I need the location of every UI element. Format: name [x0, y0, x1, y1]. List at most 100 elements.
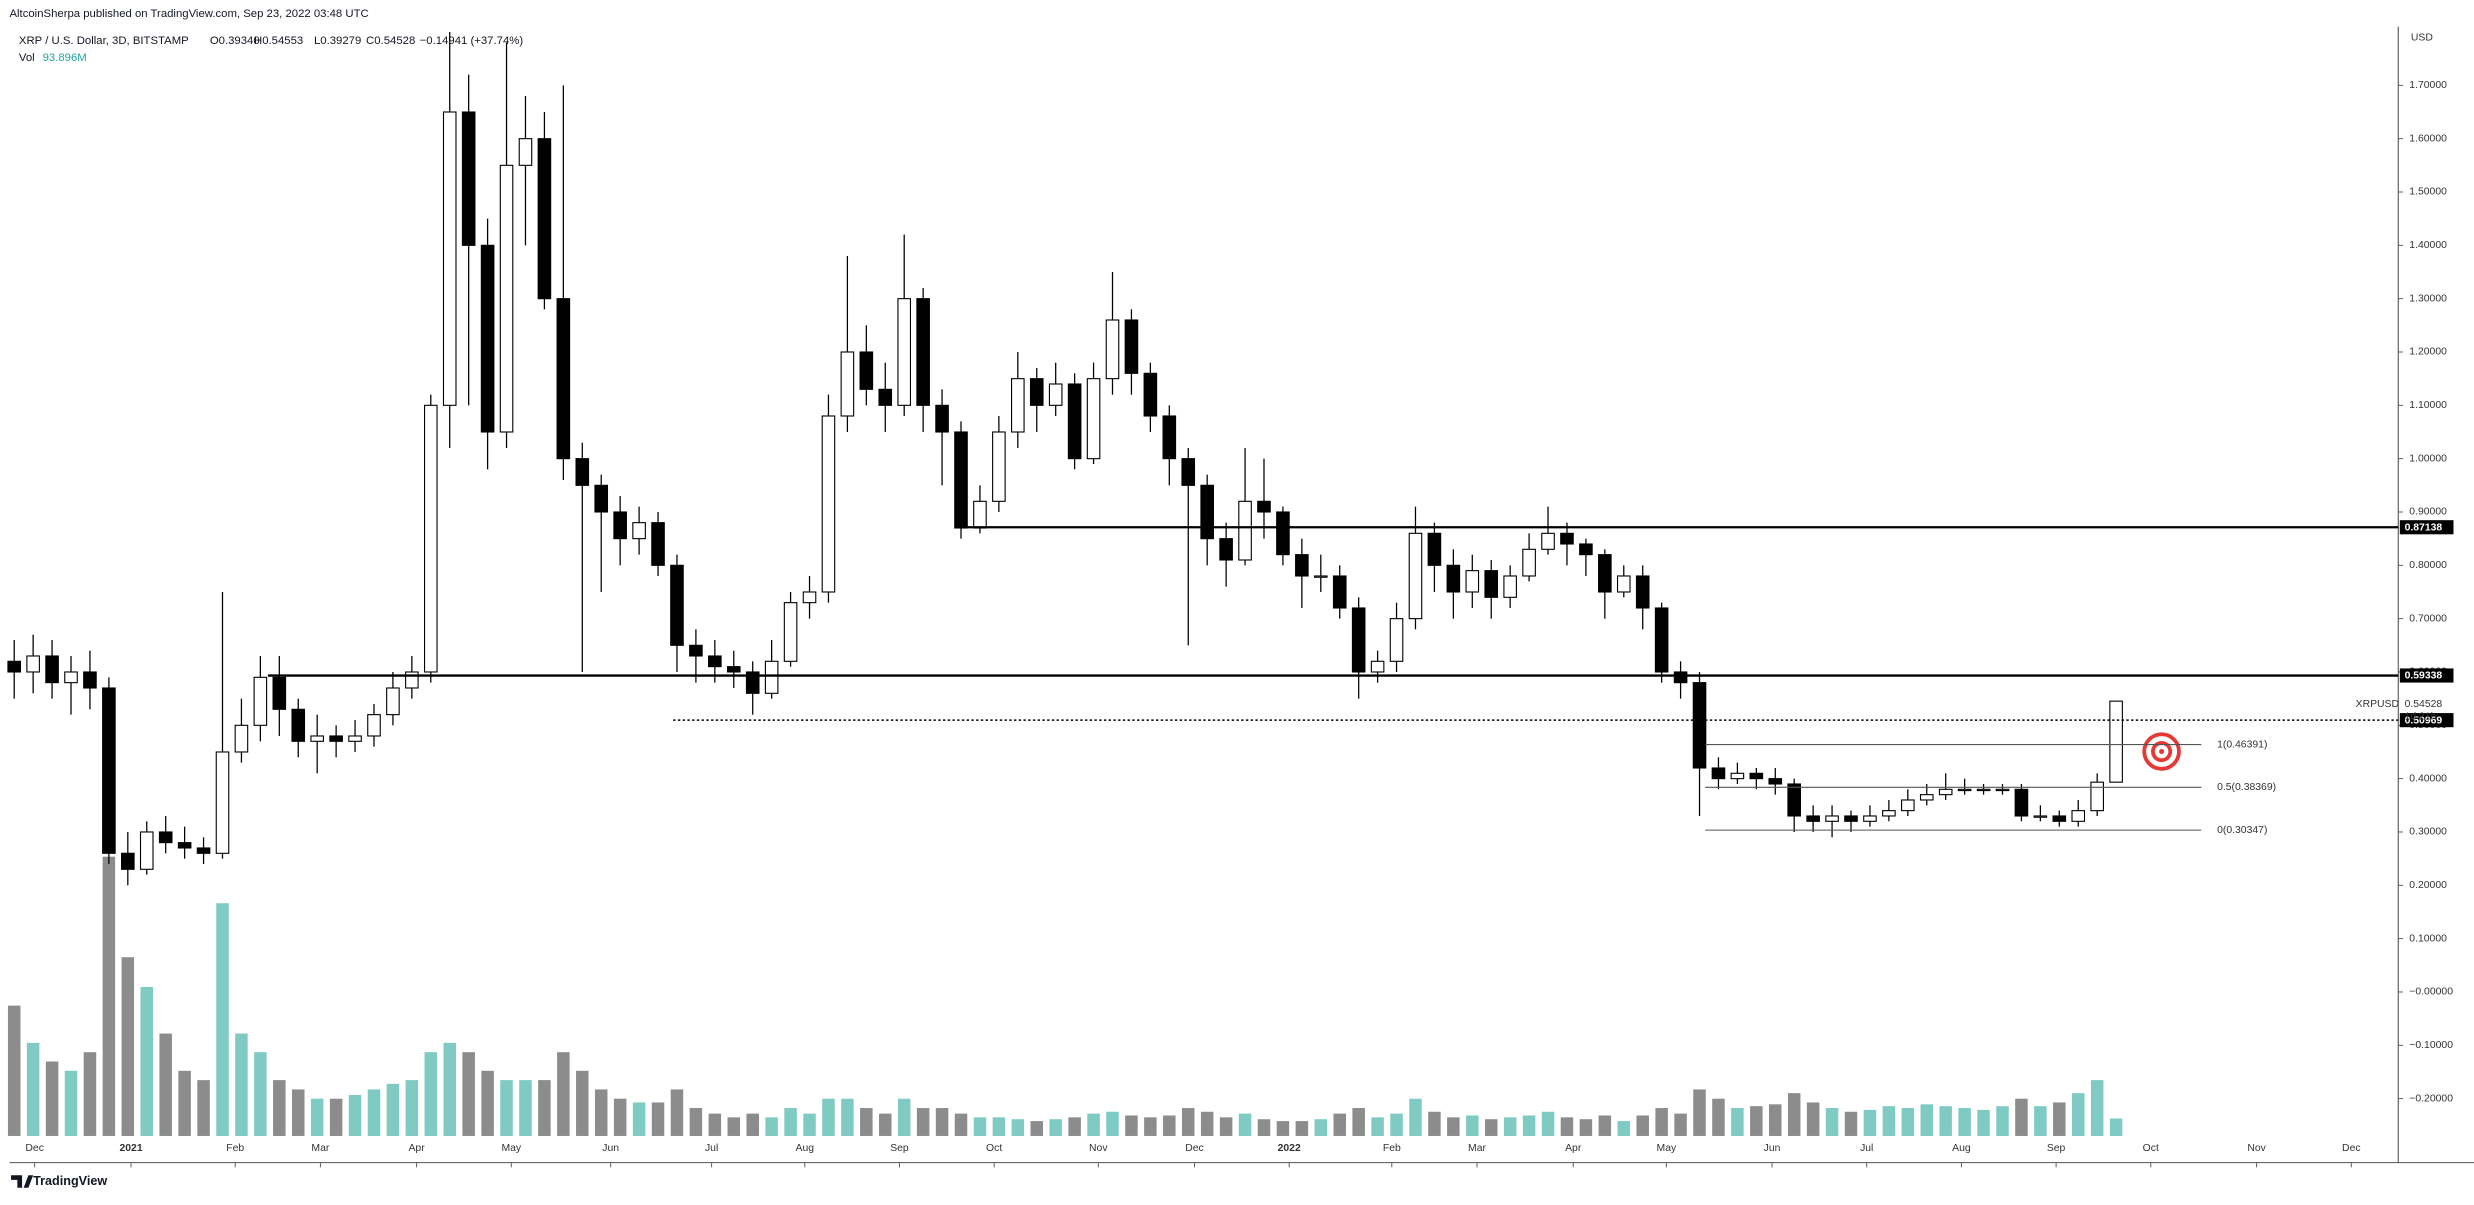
candle-body	[1825, 815, 1839, 822]
volume-bar	[557, 1052, 570, 1136]
candle-body	[935, 404, 949, 433]
volume-bar	[1125, 1115, 1138, 1136]
volume-bar	[1503, 1117, 1517, 1136]
candle-body	[1806, 815, 1820, 822]
candle-body	[1389, 618, 1404, 662]
level-tag	[2399, 668, 2454, 683]
candle-body	[1238, 500, 1252, 561]
y-tick-label: 1.40000	[2409, 240, 2447, 251]
candle-body	[83, 671, 97, 689]
candle-body	[1503, 575, 1517, 598]
candle-body	[272, 676, 287, 710]
volume-bar	[1428, 1111, 1441, 1136]
y-tick-label: 0.70000	[2409, 613, 2447, 624]
level-tag-label: 0.59338	[2405, 671, 2443, 682]
volume-bar	[462, 1052, 475, 1136]
volume-bar	[26, 1042, 40, 1136]
volume-bar	[594, 1089, 608, 1136]
candle-body	[1598, 554, 1612, 593]
volume-bar	[1238, 1113, 1252, 1136]
candle-body	[215, 751, 230, 854]
candle-body	[1408, 532, 1423, 620]
volume-bar	[689, 1108, 703, 1136]
target-icon	[2142, 732, 2181, 771]
volume-bar	[1314, 1119, 1328, 1136]
candle-body	[7, 660, 22, 673]
volume-bar	[1996, 1106, 2009, 1136]
candle-body	[2014, 788, 2029, 817]
candle-body	[291, 708, 306, 742]
volume-bar	[1769, 1104, 1782, 1136]
candle-body	[1995, 788, 2010, 792]
x-tick-label: Apr	[408, 1143, 425, 1154]
volume-bar	[386, 1083, 400, 1136]
ohlc-close: C0.54528	[366, 35, 415, 47]
volume-bar	[405, 1080, 419, 1136]
candle-body	[329, 735, 343, 742]
candle-body	[234, 724, 249, 753]
volume-bar	[1731, 1108, 1744, 1136]
x-tick-label: May	[1657, 1143, 1677, 1154]
candle-body	[708, 655, 722, 668]
volume-bar	[1617, 1121, 1631, 1136]
volume-bar	[1693, 1089, 1706, 1136]
x-tick-label: Jul	[705, 1143, 718, 1154]
x-tick-label: Jun	[1764, 1143, 1781, 1154]
volume-bar	[860, 1108, 873, 1136]
candle-body	[1522, 548, 1536, 577]
y-tick-label: 0.80000	[2409, 560, 2447, 571]
volume-bar	[803, 1113, 816, 1136]
volume-bar	[329, 1098, 343, 1136]
volume-bar	[481, 1070, 494, 1136]
y-tick-label: −0.00000	[2409, 987, 2453, 998]
y-tick-label: 1.60000	[2409, 133, 2447, 144]
fib-label: 1(0.46391)	[2217, 739, 2267, 750]
volume-bar	[1977, 1109, 1990, 1136]
candle-body	[556, 298, 571, 460]
volume-bar	[670, 1089, 684, 1136]
volume-bar	[1787, 1093, 1801, 1136]
target-ring	[2151, 741, 2173, 763]
volume-bar	[973, 1117, 987, 1136]
volume-bar	[1466, 1115, 1479, 1136]
volume-bar	[841, 1098, 854, 1136]
volume-bar	[897, 1098, 911, 1136]
candle-body	[1673, 671, 1688, 684]
volume-bar	[64, 1070, 78, 1136]
y-tick-label: 1.70000	[2409, 80, 2447, 91]
volume-bar	[367, 1089, 381, 1136]
candle-body	[1257, 500, 1271, 513]
candle-body	[1370, 660, 1385, 673]
candle-body	[1427, 532, 1442, 566]
candle-body	[121, 852, 135, 870]
volume-bar	[310, 1098, 324, 1136]
volume-bar	[45, 1061, 59, 1136]
candle-body	[878, 388, 893, 406]
volume-bar	[443, 1042, 456, 1136]
fib-label: 0.5(0.38369)	[2217, 782, 2276, 793]
candle-body	[1976, 788, 1991, 792]
candle-body	[802, 591, 817, 604]
volume-bar	[1257, 1119, 1271, 1136]
candle-body	[1011, 378, 1025, 433]
x-tick-label: Oct	[2143, 1143, 2159, 1154]
x-tick-label: Mar	[1468, 1143, 1486, 1154]
y-tick-label: 0.20000	[2409, 880, 2447, 891]
y-axis-unit: USD	[2411, 32, 2433, 43]
volume-bar	[1333, 1113, 1346, 1136]
y-tick-label: 1.30000	[2409, 293, 2447, 304]
candle-body	[461, 111, 476, 246]
volume-bar	[273, 1080, 286, 1136]
target-dot	[2159, 749, 2165, 755]
volume-bar	[879, 1113, 892, 1136]
x-tick-label: Dec	[1185, 1143, 1204, 1154]
candle-body	[1882, 810, 1896, 817]
candle-body	[726, 666, 741, 673]
volume-bar	[784, 1108, 797, 1136]
candle-body	[348, 735, 362, 742]
volume-bar	[519, 1080, 532, 1136]
x-tick-label: Apr	[1565, 1143, 1582, 1154]
volume-bar	[1390, 1113, 1403, 1136]
